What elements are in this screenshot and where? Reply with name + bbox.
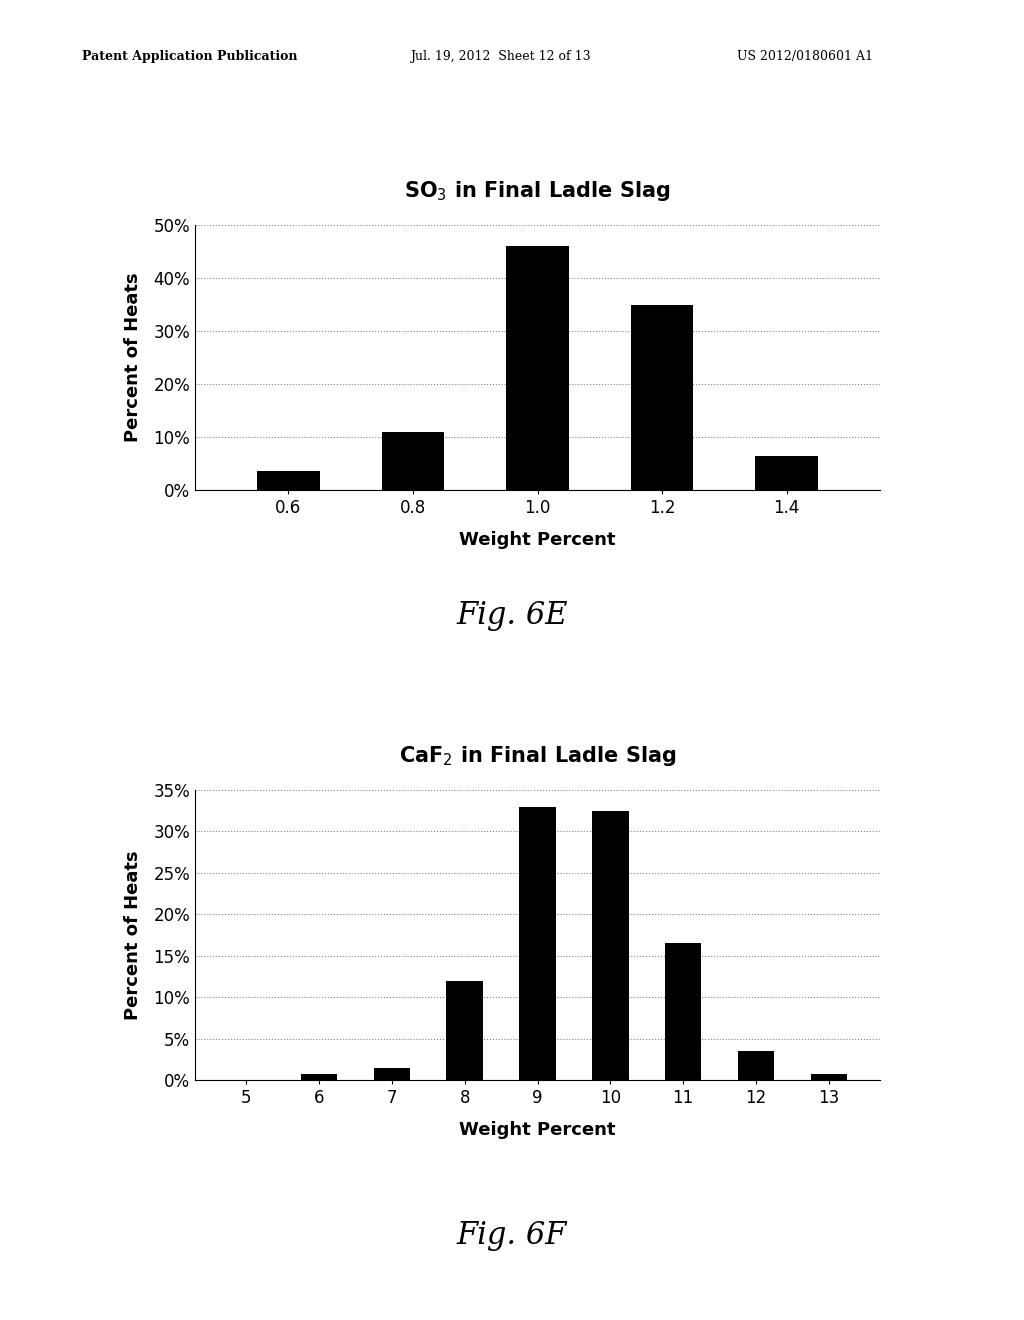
- X-axis label: Weight Percent: Weight Percent: [459, 1121, 615, 1139]
- Bar: [506, 247, 568, 490]
- X-axis label: Weight Percent: Weight Percent: [459, 531, 615, 549]
- Bar: [631, 305, 693, 490]
- Text: Patent Application Publication: Patent Application Publication: [82, 50, 297, 63]
- Y-axis label: Percent of Heats: Percent of Heats: [124, 273, 142, 442]
- Bar: [374, 1068, 410, 1080]
- Y-axis label: Percent of Heats: Percent of Heats: [124, 850, 142, 1020]
- Text: Jul. 19, 2012  Sheet 12 of 13: Jul. 19, 2012 Sheet 12 of 13: [410, 50, 590, 63]
- Bar: [665, 944, 701, 1080]
- Bar: [592, 810, 629, 1080]
- Text: US 2012/0180601 A1: US 2012/0180601 A1: [737, 50, 873, 63]
- Bar: [301, 1074, 337, 1080]
- Text: Fig. 6E: Fig. 6E: [457, 601, 567, 631]
- Bar: [382, 432, 444, 490]
- Title: SO$_3$ in Final Ladle Slag: SO$_3$ in Final Ladle Slag: [404, 180, 671, 203]
- Bar: [738, 1051, 774, 1080]
- Bar: [257, 471, 319, 490]
- Text: Fig. 6F: Fig. 6F: [457, 1220, 567, 1251]
- Bar: [811, 1074, 847, 1080]
- Bar: [519, 807, 556, 1080]
- Bar: [756, 455, 818, 490]
- Title: CaF$_2$ in Final Ladle Slag: CaF$_2$ in Final Ladle Slag: [398, 744, 676, 768]
- Bar: [446, 981, 483, 1080]
